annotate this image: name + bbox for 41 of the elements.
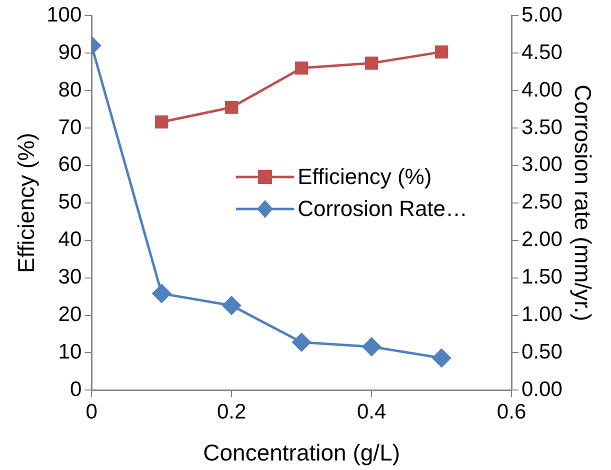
point <box>295 61 308 75</box>
y2-tick-label: 0.50 <box>522 340 562 364</box>
legend-label: Corrosion Rate… <box>298 194 468 223</box>
x-tick-label: 0.6 <box>496 400 526 424</box>
y-tick-label: 60 <box>58 153 82 176</box>
x-axis-title: Concentration (g/L) <box>203 440 400 466</box>
y2-tick-label: 1.00 <box>522 303 562 326</box>
point <box>222 296 241 315</box>
point <box>155 115 168 129</box>
point <box>365 56 378 70</box>
y2-tick-label: 3.50 <box>522 116 562 139</box>
y2-axis-title: Corrosion rate (mm/yr.) <box>570 84 596 322</box>
x-tick-label: 0 <box>86 400 98 424</box>
y2-tick-label: 3.00 <box>522 153 562 176</box>
y2-tick-label: 4.00 <box>522 78 562 102</box>
y2-tick-label: 4.50 <box>522 40 562 64</box>
y-tick-label: 100 <box>46 3 82 26</box>
point <box>362 337 381 356</box>
point <box>432 348 451 368</box>
y-axis-title: Efficiency (%) <box>13 132 40 273</box>
y-tick-label: 0 <box>70 378 82 401</box>
x-tick-label: 0.4 <box>356 400 386 424</box>
point <box>292 333 311 352</box>
y2-tick-label: 2.00 <box>522 228 562 252</box>
point <box>434 45 448 58</box>
y-tick-label: 90 <box>58 40 82 64</box>
y-tick-label: 20 <box>58 303 82 326</box>
legend-label: Efficiency (%) <box>298 162 432 191</box>
y-tick-label: 30 <box>58 266 82 289</box>
y-tick-label: 40 <box>58 228 82 252</box>
y2-tick-label: 5.00 <box>522 3 562 26</box>
y2-tick-label: 1.50 <box>522 266 562 289</box>
y2-tick-label: 2.50 <box>522 190 562 214</box>
y-tick-label: 80 <box>58 78 82 102</box>
x-tick-label: 0.2 <box>217 400 246 424</box>
point <box>225 100 238 114</box>
y-tick-label: 70 <box>58 116 82 139</box>
point <box>152 284 171 303</box>
y-tick-label: 10 <box>58 340 82 364</box>
y2-tick-label: 0.00 <box>522 378 562 401</box>
y-tick-label: 50 <box>58 190 82 214</box>
